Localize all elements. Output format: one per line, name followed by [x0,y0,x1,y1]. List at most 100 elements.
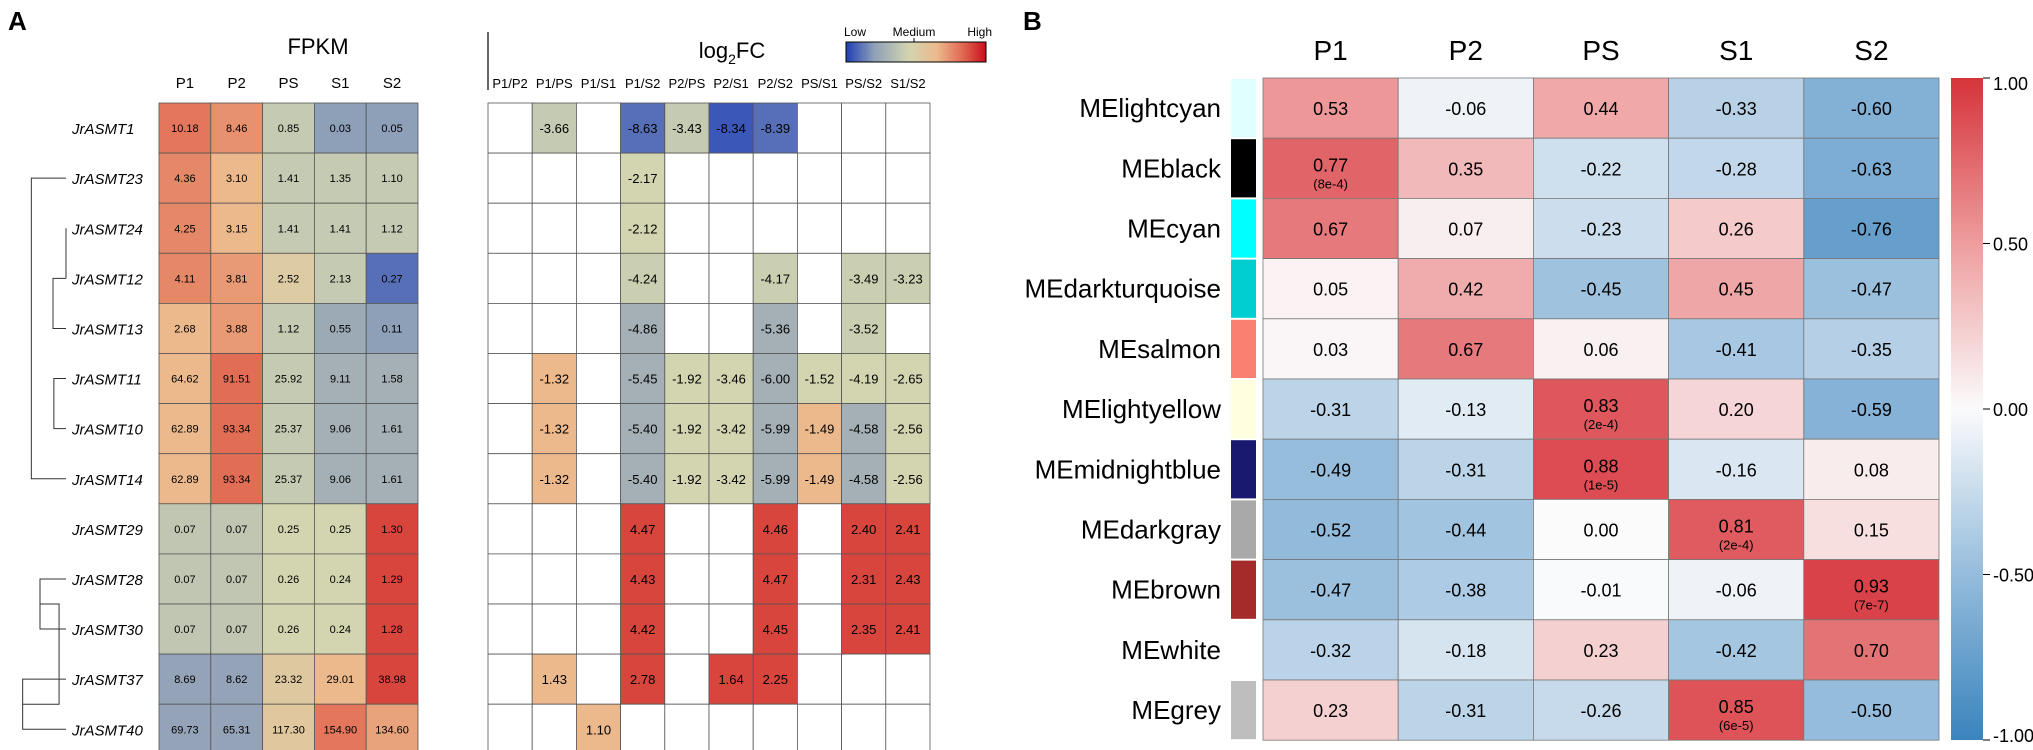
log2fc-value: -8.34 [716,121,746,136]
module-color-swatch [1231,319,1256,378]
fpkm-cell [262,403,315,455]
correlation-cell [1262,498,1399,560]
log2fc-cell [708,202,754,254]
fpkm-value: 9.06 [330,474,351,486]
module-column-header: P1 [1313,35,1347,66]
correlation-cell [1533,498,1670,560]
log2fc-cell [841,403,887,455]
log2fc-cell [487,152,533,204]
log2fc-value: -3.23 [893,271,923,286]
log2fc-cell [797,703,843,750]
log2fc-cell [531,202,577,254]
fpkm-value: 1.61 [381,424,402,436]
fpkm-value: 3.10 [226,173,247,185]
log2fc-value: 1.64 [718,672,743,687]
fpkm-cell [210,403,264,455]
fpkm-value: 62.89 [171,424,199,436]
log2fc-cell [708,403,754,455]
fpkm-cell [365,553,419,605]
fpkm-cell [210,152,264,204]
log2fc-cell [620,403,666,455]
log2fc-value: -4.58 [849,422,879,437]
log2fc-cell [885,102,931,154]
log2fc-cell [752,302,798,354]
gene-label: JrASMT10 [71,422,144,439]
fpkm-cell [210,202,264,254]
correlation-value: -0.31 [1310,400,1351,420]
fpkm-cell [210,102,264,154]
correlation-value: 0.67 [1448,340,1483,360]
fpkm-value: 1.10 [381,173,402,185]
fpkm-value: 4.11 [175,273,196,285]
fpkm-column-header: S1 [331,75,349,92]
correlation-value: -0.01 [1580,581,1621,601]
log2fc-column-header: PS/S1 [801,76,838,91]
module-color-swatch [1231,560,1256,619]
fpkm-value: 3.88 [226,323,247,335]
module-column-header: S2 [1854,35,1888,66]
log2fc-cell [531,603,577,655]
correlation-cell [1262,77,1399,139]
correlation-value: -0.23 [1580,220,1621,240]
log2fc-value: 2.35 [851,622,876,637]
fpkm-cell [210,703,264,750]
module-color-swatch [1231,620,1256,679]
correlation-value: 0.70 [1854,641,1889,661]
p-value: (2e-4) [1584,417,1619,432]
correlation-value: -0.60 [1851,99,1892,119]
log2fc-value: -8.39 [760,121,790,136]
fpkm-cell [313,252,367,304]
log2fc-value: -5.36 [760,321,790,336]
log2fc-cell [487,403,533,455]
log2fc-cell [531,453,577,505]
fpkm-column-header: S2 [383,75,401,92]
log2fc-cell [576,603,622,655]
panel-b-heatmap: P1 P2 PS S1 S2 MElightcyan 0.53 -0.06 0.44 -0.33 -… [1024,35,1940,741]
fpkm-value: 0.55 [330,323,351,335]
fpkm-value: 0.07 [226,574,247,586]
correlation-value: 0.44 [1583,99,1618,119]
fpkm-cell [365,353,419,404]
fpkm-cell [158,503,212,555]
log2fc-value: -3.43 [672,121,702,136]
log2fc-value: 1.10 [586,722,611,737]
log2fc-cell [841,703,887,750]
correlation-cell [1803,77,1940,139]
correlation-cell [1397,498,1534,560]
log2fc-cell [797,553,843,605]
correlation-cell [1397,679,1534,741]
gene-label: JrASMT14 [71,472,143,489]
log2fc-cell [664,403,710,455]
log2fc-cell [797,403,843,455]
log2fc-cell [885,202,931,254]
correlation-value: -0.42 [1716,641,1757,661]
correlation-value: -0.06 [1716,581,1757,601]
log2fc-cell [487,703,533,750]
correlation-value: -0.13 [1445,400,1486,420]
module-color-swatch [1231,139,1256,198]
log2fc-value: -3.42 [716,472,746,487]
fpkm-value: 64.62 [171,374,199,386]
fpkm-cell [262,453,315,505]
fpkm-legend: Low Medium High [844,25,992,63]
log2fc-cell [487,353,533,404]
correlation-value: 0.20 [1719,400,1754,420]
correlation-cell [1533,438,1670,500]
log2fc-title: log2FC [699,38,766,67]
log2fc-value: 4.46 [763,522,788,537]
log2fc-cell [752,603,798,655]
log2fc-cell [752,202,798,254]
correlation-cell [1668,137,1805,199]
correlation-cell [1397,619,1534,681]
log2fc-cell [797,152,843,204]
log2fc-cell [885,152,931,204]
correlation-value: 0.83 [1583,396,1618,416]
module-label: MEsalmon [1098,334,1221,364]
log2fc-cell [620,102,666,154]
fpkm-value: 1.41 [330,223,351,235]
correlation-cell [1668,559,1805,621]
log2fc-cell [531,252,577,304]
log2fc-cell [841,653,887,705]
log2fc-value: 2.41 [895,622,920,637]
